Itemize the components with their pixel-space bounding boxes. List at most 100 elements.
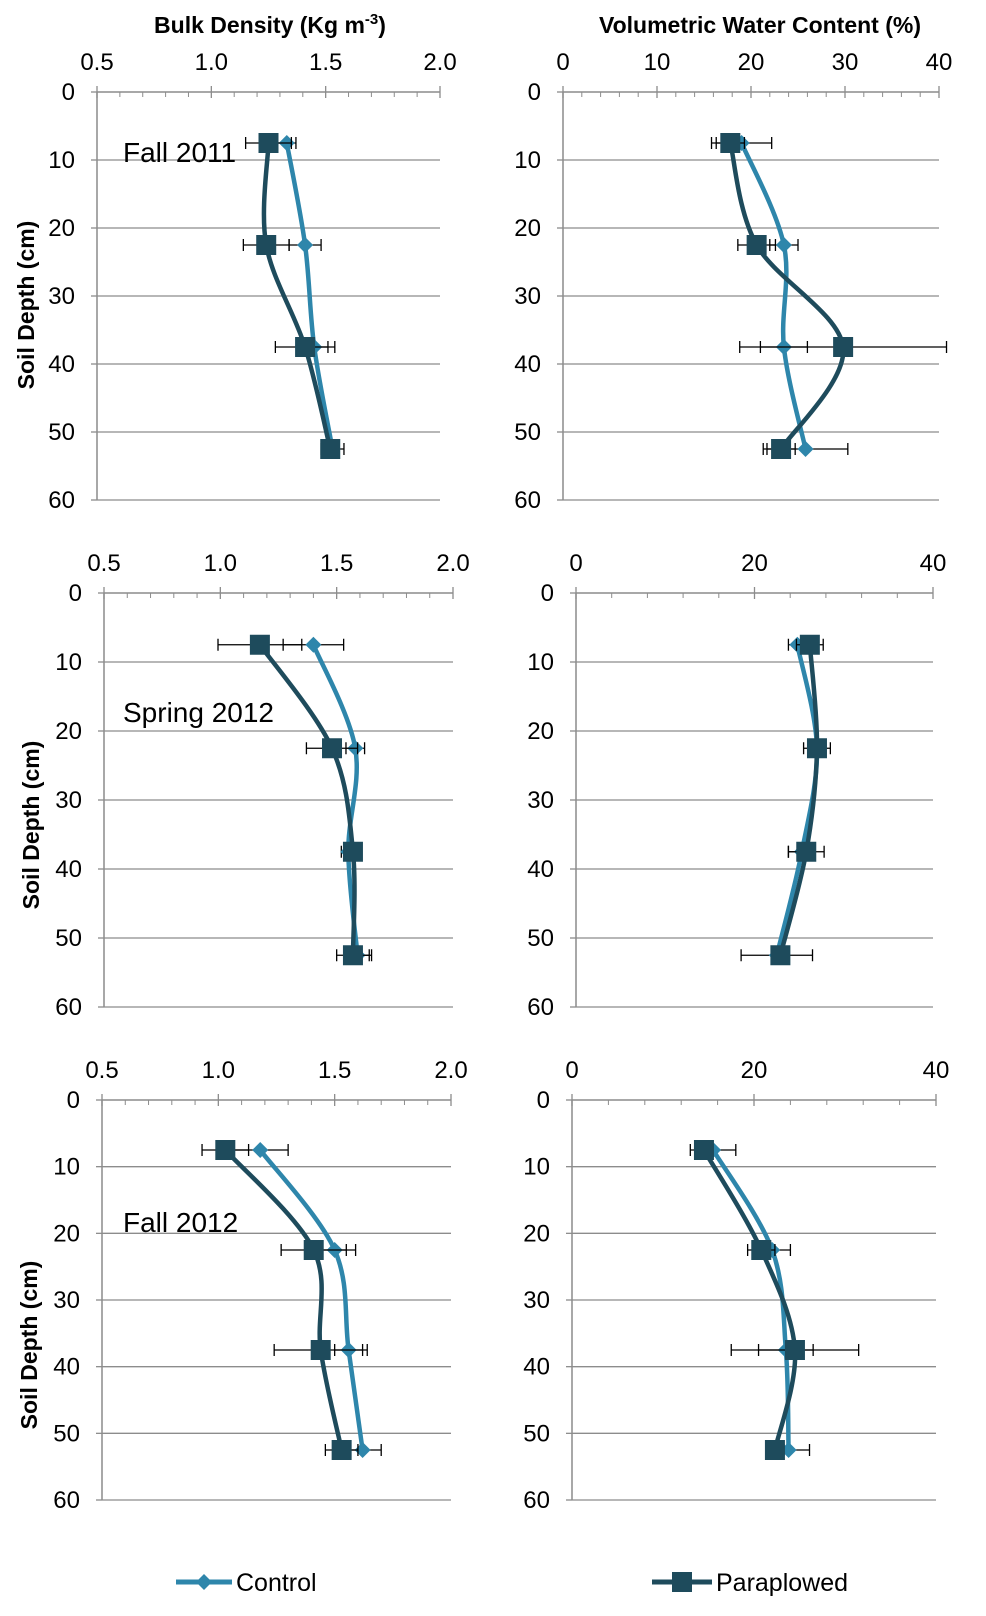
x-tick-label: 1.0	[204, 550, 237, 577]
legend-paraplowed-marker	[672, 1572, 692, 1592]
y-tick-label: 30	[523, 1287, 550, 1314]
panel-season-label: Fall 2011	[123, 137, 236, 168]
x-tick-label: 40	[920, 550, 947, 577]
paraplowed-point	[331, 1440, 352, 1460]
y-tick-label: 60	[53, 1487, 80, 1514]
y-tick-label: 10	[55, 649, 82, 676]
paraplowed-point	[746, 235, 767, 255]
x-tick-label: 0.5	[80, 49, 113, 76]
paraplowed-point	[806, 738, 827, 759]
paraplowed-point	[342, 945, 363, 966]
control-series-line	[284, 140, 335, 452]
control-point	[297, 237, 314, 253]
y-tick-label: 40	[523, 1354, 550, 1381]
legend-control-marker	[196, 1574, 212, 1590]
y-tick-label: 60	[55, 994, 82, 1021]
paraplowed-point	[342, 841, 363, 862]
y-tick-label: 60	[514, 487, 541, 514]
paraplowed-point	[784, 1340, 805, 1360]
paraplowed-point	[322, 738, 343, 759]
panel-vwc-fall2012: 0 10 20 30 40 50 60 0 20 40	[523, 1057, 949, 1514]
y-tick-label: 40	[514, 351, 541, 378]
paraplowed-point	[693, 1140, 714, 1160]
y-tick-label: 10	[523, 1154, 550, 1181]
panel-season-label: Fall 2012	[123, 1207, 238, 1238]
panel-bulk-density-spring2012: 0 10 20 30 40 50 60 0.5 1.0 1.5 2.0 Spring 2012	[55, 550, 469, 1021]
paraplowed-point	[303, 1240, 324, 1260]
paraplowed-point	[764, 1440, 785, 1460]
y-tick-label: 20	[55, 718, 82, 745]
x-tick-label: 1.5	[309, 49, 342, 76]
y-tick-label: 0	[62, 79, 75, 106]
x-tick-label: 2.0	[423, 49, 456, 76]
y-tick-label: 40	[527, 856, 554, 883]
x-tick-label: 2.0	[434, 1057, 467, 1084]
paraplowed-point	[256, 235, 277, 255]
paraplowed-point	[249, 634, 270, 655]
x-tick-label: 40	[923, 1057, 950, 1084]
bulk-density-title-sup: -3	[365, 11, 378, 28]
y-tick-label: 0	[541, 580, 554, 607]
legend-item-control: Control	[176, 1569, 317, 1597]
paraplowed-point	[320, 439, 341, 459]
x-tick-label: 1.5	[320, 550, 353, 577]
legend-paraplowed-label: Paraplowed	[716, 1569, 848, 1597]
y-tick-label: 20	[527, 718, 554, 745]
paraplowed-series-line	[223, 1147, 344, 1453]
y-tick-label: 30	[48, 283, 75, 310]
control-point	[775, 237, 792, 253]
panel-vwc-spring2012: 0 10 20 30 40 50 60 0 20 40	[527, 550, 946, 1021]
y-tick-label: 20	[48, 215, 75, 242]
paraplowed-point	[833, 337, 854, 357]
paraplowed-point	[720, 133, 741, 153]
y-tick-label: 30	[55, 787, 82, 814]
x-tick-label: 0	[569, 550, 582, 577]
y-tick-label: 60	[523, 1487, 550, 1514]
paraplowed-series-line	[728, 140, 846, 452]
x-tick-label: 0.5	[85, 1057, 118, 1084]
x-tick-label: 0	[556, 49, 569, 76]
y-tick-label: 10	[514, 147, 541, 174]
y-axis-label-row3: Soil Depth (cm)	[16, 1261, 42, 1430]
y-tick-label: 30	[514, 283, 541, 310]
y-tick-label: 50	[514, 419, 541, 446]
y-tick-label: 0	[69, 580, 82, 607]
paraplowed-point	[799, 634, 820, 655]
x-tick-label: 30	[832, 49, 859, 76]
y-tick-label: 20	[53, 1220, 80, 1247]
x-tick-label: 1.0	[202, 1057, 235, 1084]
panel-bulk-density-fall2012: 0 10 20 30 40 50 60 0.5 1.0 1.5 2.0 Fall 2012	[53, 1057, 467, 1514]
y-tick-label: 20	[523, 1220, 550, 1247]
y-tick-label: 0	[537, 1087, 550, 1114]
x-tick-label: 20	[741, 550, 768, 577]
y-tick-label: 50	[523, 1420, 550, 1447]
bulk-density-title: Bulk Density (Kg m-3)	[154, 11, 386, 38]
y-tick-label: 10	[48, 147, 75, 174]
panel-bulk-density-fall2011: 0 10 20 30 40 50 60 0.5 1.0 1.5 2.0 Fall 2011	[48, 49, 456, 514]
paraplowed-series-line	[701, 1147, 798, 1453]
paraplowed-point	[215, 1140, 236, 1160]
paraplowed-series-line	[778, 642, 820, 958]
y-tick-label: 60	[48, 487, 75, 514]
y-tick-label: 40	[48, 351, 75, 378]
control-series-line	[739, 140, 808, 452]
legend-item-paraplowed: Paraplowed	[652, 1569, 848, 1597]
y-tick-label: 30	[53, 1287, 80, 1314]
control-series-line	[257, 1147, 365, 1453]
x-tick-label: 40	[926, 49, 953, 76]
control-point	[354, 1442, 371, 1458]
paraplowed-point	[310, 1340, 331, 1360]
x-tick-label: 0.5	[87, 550, 120, 577]
x-tick-label: 1.0	[195, 49, 228, 76]
y-tick-label: 50	[48, 419, 75, 446]
y-tick-label: 50	[527, 925, 554, 952]
y-tick-label: 10	[53, 1154, 80, 1181]
y-tick-label: 50	[53, 1420, 80, 1447]
bulk-density-title-close: )	[378, 12, 386, 38]
legend-control-label: Control	[236, 1569, 317, 1597]
paraplowed-point	[770, 945, 791, 966]
control-point	[252, 1142, 269, 1158]
y-tick-label: 0	[528, 79, 541, 106]
x-tick-label: 20	[738, 49, 765, 76]
y-tick-label: 0	[67, 1087, 80, 1114]
